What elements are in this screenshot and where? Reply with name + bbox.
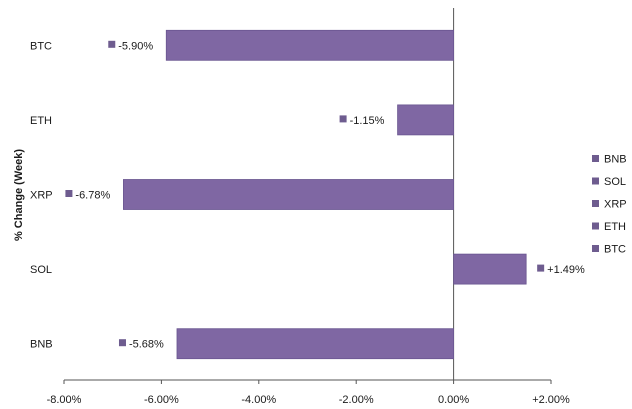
legend: BNB SOL XRP ETH BTC	[592, 154, 627, 256]
bar-eth	[397, 104, 455, 136]
x-axis: -8.00% -6.00% -4.00% -2.00% 0.00% +2.00%	[47, 379, 570, 406]
bars-layer: -5.90% -1.15% -6.78% +1.49% -5.68%	[65, 29, 585, 360]
category-label-bnb: BNB	[30, 339, 53, 351]
legend-marker-btc	[592, 245, 599, 252]
x-tick-label: +2.00%	[532, 394, 570, 406]
category-label-eth: ETH	[30, 115, 52, 127]
legend-entry-sol: SOL	[604, 176, 626, 188]
legend-marker-eth	[592, 222, 599, 230]
data-label-xrp: -6.78%	[75, 190, 110, 202]
data-label-sol: +1.49%	[547, 264, 585, 276]
data-label-marker-xrp	[65, 190, 73, 197]
data-label-eth: -1.15%	[350, 115, 385, 127]
legend-entry-bnb: BNB	[604, 154, 627, 166]
bar-xrp	[123, 179, 455, 210]
data-label-marker-bnb	[118, 339, 126, 347]
legend-entry-eth: ETH	[604, 221, 626, 233]
category-label-xrp: XRP	[30, 190, 53, 202]
data-label-marker-eth	[339, 115, 347, 123]
data-label-btc: -5.90%	[118, 40, 153, 52]
legend-marker-xrp	[592, 200, 599, 207]
bar-bnb	[176, 328, 454, 360]
legend-entry-xrp: XRP	[604, 199, 627, 211]
legend-marker-sol	[592, 177, 599, 185]
data-label-marker-btc	[108, 40, 116, 48]
legend-marker-bnb	[592, 155, 599, 162]
x-tick-label: 0.00%	[438, 394, 469, 406]
x-tick-label: -2.00%	[339, 394, 374, 406]
bar-btc	[165, 29, 454, 61]
category-label-btc: BTC	[30, 40, 52, 52]
y-axis-title: % Change (Week)	[13, 149, 25, 241]
category-labels: BTC ETH XRP SOL BNB	[30, 40, 53, 350]
data-label-bnb: -5.68%	[129, 339, 164, 351]
x-tick-label: -8.00%	[47, 394, 82, 406]
category-label-sol: SOL	[30, 264, 52, 276]
x-tick-label: -6.00%	[144, 394, 179, 406]
legend-entry-btc: BTC	[604, 244, 626, 256]
x-tick-label: -4.00%	[241, 394, 276, 406]
bar-sol	[453, 253, 527, 285]
data-label-marker-sol	[537, 264, 545, 272]
